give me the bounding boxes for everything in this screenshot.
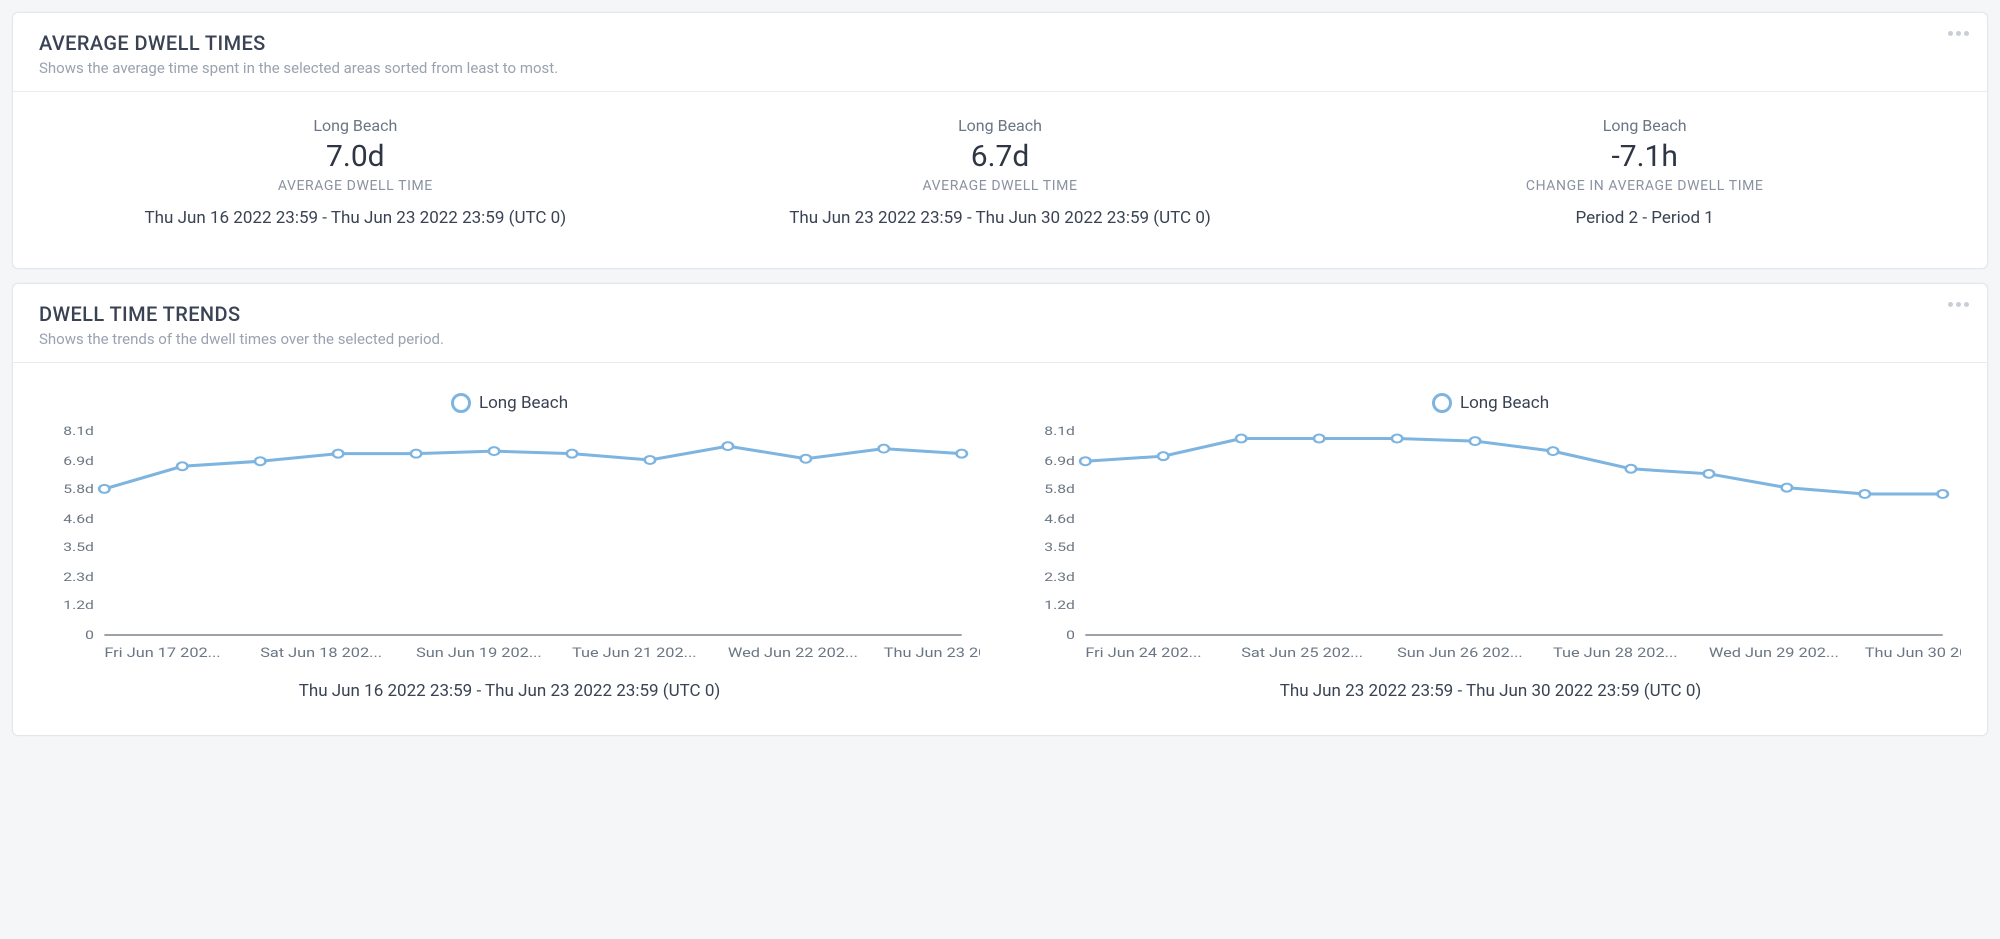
stat-label: AVERAGE DWELL TIME — [678, 178, 1323, 194]
stat-location: Long Beach — [678, 116, 1323, 135]
svg-text:Sun Jun 26 202...: Sun Jun 26 202... — [1397, 646, 1523, 661]
panel-title: AVERAGE DWELL TIMES — [39, 31, 1961, 55]
svg-text:Thu Jun 30 202...: Thu Jun 30 202... — [1865, 646, 1961, 661]
stat-card: Long Beach 7.0d AVERAGE DWELL TIME Thu J… — [33, 116, 678, 228]
svg-text:5.8d: 5.8d — [63, 483, 94, 497]
chart-container: Long Beach 0 1.2d 2.3d 3.5d 4.6d 5.8d 6.9d 8.1d… — [39, 393, 980, 701]
chart-caption: Thu Jun 23 2022 23:59 - Thu Jun 30 2022 … — [1280, 681, 1702, 701]
svg-text:Wed Jun 22 202...: Wed Jun 22 202... — [728, 646, 858, 661]
svg-text:2.3d: 2.3d — [1044, 571, 1075, 585]
stat-card: Long Beach 6.7d AVERAGE DWELL TIME Thu J… — [678, 116, 1323, 228]
legend-label: Long Beach — [479, 393, 568, 413]
stat-value: -7.1h — [1322, 139, 1967, 174]
stat-value: 6.7d — [678, 139, 1323, 174]
stat-range: Thu Jun 23 2022 23:59 - Thu Jun 30 2022 … — [678, 208, 1323, 228]
panel-subtitle: Shows the average time spent in the sele… — [39, 59, 1961, 77]
svg-text:Wed Jun 29 202...: Wed Jun 29 202... — [1709, 646, 1839, 661]
chart-caption: Thu Jun 16 2022 23:59 - Thu Jun 23 2022 … — [299, 681, 721, 701]
svg-text:Thu Jun 23 202...: Thu Jun 23 202... — [884, 646, 980, 661]
svg-text:Sun Jun 19 202...: Sun Jun 19 202... — [416, 646, 542, 661]
more-icon[interactable] — [1948, 302, 1969, 307]
stat-card: Long Beach -7.1h CHANGE IN AVERAGE DWELL… — [1322, 116, 1967, 228]
panel-subtitle: Shows the trends of the dwell times over… — [39, 330, 1961, 348]
svg-text:8.1d: 8.1d — [63, 425, 94, 439]
svg-text:6.9d: 6.9d — [1044, 455, 1075, 469]
svg-text:Fri Jun 24 202...: Fri Jun 24 202... — [1085, 646, 1201, 661]
svg-text:0: 0 — [85, 629, 94, 643]
svg-text:Tue Jun 28 202...: Tue Jun 28 202... — [1553, 646, 1678, 661]
svg-text:Sat Jun 25 202...: Sat Jun 25 202... — [1241, 646, 1363, 661]
svg-text:6.9d: 6.9d — [63, 455, 94, 469]
stats-row: Long Beach 7.0d AVERAGE DWELL TIME Thu J… — [13, 92, 1987, 268]
svg-text:2.3d: 2.3d — [63, 571, 94, 585]
charts-row: Long Beach 0 1.2d 2.3d 3.5d 4.6d 5.8d 6.9d 8.1d… — [13, 363, 1987, 735]
chart-container: Long Beach 0 1.2d 2.3d 3.5d 4.6d 5.8d 6.9d 8.1d… — [1020, 393, 1961, 701]
stat-label: CHANGE IN AVERAGE DWELL TIME — [1322, 178, 1967, 194]
svg-text:1.2d: 1.2d — [1044, 598, 1075, 612]
svg-text:Tue Jun 21 202...: Tue Jun 21 202... — [572, 646, 697, 661]
svg-text:3.5d: 3.5d — [63, 541, 94, 555]
stat-value: 7.0d — [33, 139, 678, 174]
chart-legend: Long Beach — [451, 393, 568, 413]
dwell-time-trends-panel: DWELL TIME TRENDS Shows the trends of th… — [12, 283, 1988, 736]
svg-text:1.2d: 1.2d — [63, 598, 94, 612]
panel-header: DWELL TIME TRENDS Shows the trends of th… — [13, 284, 1987, 363]
average-dwell-times-panel: AVERAGE DWELL TIMES Shows the average ti… — [12, 12, 1988, 269]
svg-text:Fri Jun 17 202...: Fri Jun 17 202... — [104, 646, 220, 661]
legend-swatch-icon — [451, 393, 471, 413]
stat-location: Long Beach — [1322, 116, 1967, 135]
legend-label: Long Beach — [1460, 393, 1549, 413]
svg-text:Sat Jun 18 202...: Sat Jun 18 202... — [260, 646, 382, 661]
stat-range: Period 2 - Period 1 — [1322, 208, 1967, 228]
svg-text:8.1d: 8.1d — [1044, 425, 1075, 439]
svg-text:4.6d: 4.6d — [1044, 513, 1075, 527]
line-chart: 0 1.2d 2.3d 3.5d 4.6d 5.8d 6.9d 8.1d Fri Jun 24 … — [1020, 423, 1961, 663]
stat-label: AVERAGE DWELL TIME — [33, 178, 678, 194]
svg-text:4.6d: 4.6d — [63, 513, 94, 527]
panel-header: AVERAGE DWELL TIMES Shows the average ti… — [13, 13, 1987, 92]
line-chart: 0 1.2d 2.3d 3.5d 4.6d 5.8d 6.9d 8.1d Fri Jun 17 … — [39, 423, 980, 663]
legend-swatch-icon — [1432, 393, 1452, 413]
chart-legend: Long Beach — [1432, 393, 1549, 413]
svg-text:3.5d: 3.5d — [1044, 541, 1075, 555]
svg-text:0: 0 — [1066, 629, 1075, 643]
stat-range: Thu Jun 16 2022 23:59 - Thu Jun 23 2022 … — [33, 208, 678, 228]
more-icon[interactable] — [1948, 31, 1969, 36]
panel-title: DWELL TIME TRENDS — [39, 302, 1961, 326]
svg-text:5.8d: 5.8d — [1044, 483, 1075, 497]
stat-location: Long Beach — [33, 116, 678, 135]
